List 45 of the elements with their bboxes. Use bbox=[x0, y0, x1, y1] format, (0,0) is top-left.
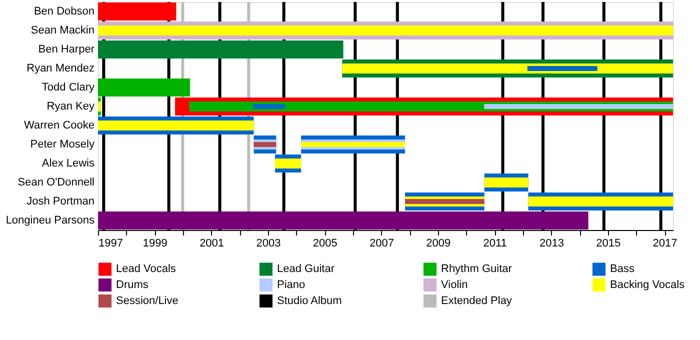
x-tick-label: 2009 bbox=[426, 238, 451, 250]
legend-label: Bass bbox=[610, 263, 635, 276]
bar bbox=[527, 66, 598, 71]
bar bbox=[254, 142, 276, 147]
y-tick-label: Longineu Parsons bbox=[6, 214, 95, 226]
bar bbox=[98, 120, 254, 130]
legend-label: Lead Guitar bbox=[277, 263, 335, 276]
legend-label: Drums bbox=[116, 279, 149, 291]
x-tick-label: 2015 bbox=[596, 238, 621, 250]
x-tick-label: 2007 bbox=[370, 238, 394, 250]
x-tick-label: 1999 bbox=[142, 238, 168, 250]
bar bbox=[484, 178, 528, 188]
x-tick-label: 2017 bbox=[652, 238, 678, 250]
x-tick-label: 2011 bbox=[483, 238, 507, 250]
y-tick-label: Ryan Mendez bbox=[26, 62, 94, 74]
x-tick-label: 1997 bbox=[98, 238, 123, 250]
bar bbox=[405, 199, 484, 204]
y-tick-label: Ben Harper bbox=[38, 44, 95, 56]
bar bbox=[98, 102, 101, 112]
y-tick-label: Sean Mackin bbox=[30, 24, 94, 36]
x-tick-label: 2003 bbox=[256, 238, 281, 250]
x-tick-label: 2013 bbox=[539, 238, 564, 250]
legend-label: Extended Play bbox=[441, 295, 512, 307]
legend-label: Studio Album bbox=[277, 295, 342, 307]
bar bbox=[275, 158, 302, 168]
legend-label: Session/Live bbox=[116, 295, 178, 307]
legend-label: Piano bbox=[277, 279, 306, 291]
x-tick-label: 2005 bbox=[312, 238, 338, 250]
legend-label: Violin bbox=[441, 279, 468, 291]
y-tick-label: Todd Clary bbox=[42, 82, 95, 94]
y-tick-label: Peter Mosely bbox=[30, 138, 95, 150]
y-tick-label: Ryan Key bbox=[46, 100, 95, 112]
x-tick-label: 2001 bbox=[200, 238, 224, 250]
y-tick-label: Warren Cooke bbox=[24, 120, 94, 132]
bar bbox=[98, 26, 673, 36]
y-tick-label: Ben Dobson bbox=[34, 6, 94, 18]
y-tick-label: Alex Lewis bbox=[42, 158, 95, 170]
bar bbox=[98, 2, 176, 20]
bar bbox=[252, 104, 285, 109]
legend-label: Backing Vocals bbox=[610, 279, 686, 291]
y-tick-label: Josh Portman bbox=[26, 196, 94, 208]
legend-label: Lead Vocals bbox=[116, 263, 176, 276]
y-tick-label: Sean O'Donnell bbox=[18, 176, 94, 188]
legend-label: Rhythm Guitar bbox=[441, 263, 512, 276]
bar bbox=[98, 212, 588, 230]
